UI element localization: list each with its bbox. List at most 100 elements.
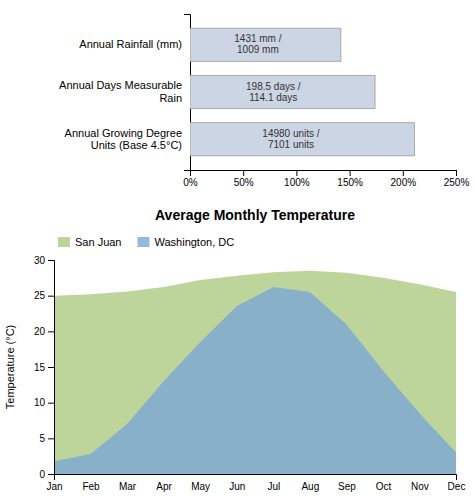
tick-label: 15	[34, 362, 46, 373]
title: Average Monthly Temperature	[155, 207, 355, 223]
tick: 20	[34, 326, 54, 337]
annotation: 14980 units /7101 units	[262, 128, 319, 150]
tick: 200%	[391, 170, 417, 188]
tick-label: Annual Days MeasurableRain	[59, 79, 182, 103]
tick: May	[191, 481, 210, 492]
tick-label: May	[191, 481, 210, 492]
tick-label: 150%	[337, 177, 363, 188]
tick-label: 50%	[234, 177, 254, 188]
x-axis: Jan Feb Mar Apr May Jun Jul Aug Sep Oct Nov Dec	[46, 475, 465, 493]
tick: Sep	[338, 481, 356, 492]
tick-label: 30	[34, 255, 46, 266]
tick-mark	[48, 403, 54, 404]
tick-label: 10	[34, 397, 46, 408]
tick-label: Jan	[46, 481, 62, 492]
tick: Annual Growing DegreeUnits (Base 4.5°C)	[65, 127, 182, 151]
tick-label: Sep	[338, 481, 356, 492]
tick-mark	[456, 170, 457, 176]
tick-label: 200%	[391, 177, 417, 188]
legend-swatch	[58, 237, 70, 247]
y-axis: 0 5 10 15 20 25 30	[34, 255, 55, 480]
y-axis: Annual Rainfall (mm) Annual Days Measurab…	[59, 15, 190, 171]
tick-label: Apr	[156, 481, 172, 492]
tick: Annual Days MeasurableRain	[59, 79, 182, 103]
tick: 250%	[444, 170, 470, 188]
tick-mark	[243, 170, 244, 176]
axis-line	[191, 171, 457, 177]
tick-label: 0%	[183, 177, 198, 188]
tick-label: Feb	[82, 481, 100, 492]
tick-mark	[48, 260, 54, 261]
annotation: 1431 mm /1009 mm	[234, 33, 281, 55]
tick-label: Oct	[376, 481, 392, 492]
bar	[190, 123, 414, 156]
area	[54, 287, 456, 474]
plot: Jan Feb Mar Apr May Jun Jul Aug Sep Oct Nov Dec 0 5 10…	[34, 255, 466, 492]
tick-label: Dec	[448, 481, 466, 492]
tick-label: Jul	[267, 481, 280, 492]
tick-label: Annual Rainfall (mm)	[79, 38, 182, 50]
x-axis: 0% 50% 100% 150% 200% 250%	[183, 170, 469, 188]
legend-swatch	[137, 237, 149, 247]
tick: Dec	[448, 481, 466, 492]
tick-label: Annual Growing DegreeUnits (Base 4.5°C)	[65, 127, 182, 151]
tick-label: Mar	[119, 481, 137, 492]
tick-mark	[296, 170, 297, 176]
tick-mark	[48, 438, 54, 439]
bars	[190, 28, 414, 156]
tick-label: 20	[34, 326, 46, 337]
tick: 0%	[183, 170, 198, 188]
bar-chart: 0% 50% 100% 150% 200% 250% Annual Rainfall (mm…	[59, 15, 469, 189]
tick: 25	[34, 290, 54, 301]
tick: Feb	[82, 481, 100, 492]
tick: 150%	[337, 170, 363, 188]
tick-label: 5	[39, 433, 45, 444]
tick-label: Jun	[229, 481, 245, 492]
tick-label: 0	[39, 469, 45, 480]
tick-mark	[48, 367, 54, 368]
tick: Annual Rainfall (mm)	[79, 38, 182, 50]
tick: Apr	[156, 481, 172, 492]
tick-label: Nov	[411, 481, 429, 492]
tick: Jun	[229, 481, 245, 492]
tick: 15	[34, 362, 54, 373]
annotation: 198.5 days /114.1 days	[246, 81, 301, 103]
axis-title: Temperature (°C)	[4, 325, 16, 409]
tick-label: 250%	[444, 177, 470, 188]
legend-label: Washington, DC	[154, 236, 234, 248]
tick-label: Aug	[301, 481, 319, 492]
tick: 100%	[284, 170, 310, 188]
tick: Nov	[411, 481, 429, 492]
legend-item: San Juan	[58, 236, 121, 248]
area-chart: Jan Feb Mar Apr May Jun Jul Aug Sep Oct Nov Dec 0 5 10…	[4, 207, 465, 492]
bar	[190, 75, 375, 108]
tick: 50%	[234, 170, 254, 188]
chart-canvas: 0% 50% 100% 150% 200% 250% Annual Rainfall (mm…	[0, 0, 474, 504]
tick-mark	[350, 170, 351, 176]
tick-mark	[48, 296, 54, 297]
tick-mark	[48, 331, 54, 332]
legend-item: Washington, DC	[137, 236, 234, 248]
tick: Oct	[376, 481, 392, 492]
axis-line	[55, 475, 457, 481]
tick: Aug	[301, 481, 319, 492]
annotations: 1431 mm /1009 mm 198.5 days /114.1 days 14…	[234, 33, 320, 150]
bar	[190, 28, 341, 61]
tick-mark	[403, 170, 404, 176]
axis-line	[184, 15, 191, 171]
legend: San Juan Washington, DC	[58, 236, 234, 248]
tick: 5	[39, 433, 54, 444]
area	[54, 271, 456, 474]
tick: 30	[34, 255, 54, 266]
tick: 10	[34, 397, 54, 408]
axis-line	[48, 261, 55, 475]
tick-mark	[48, 474, 54, 475]
tick-label: 25	[34, 290, 46, 301]
tick: 0	[39, 469, 54, 480]
areas	[54, 271, 456, 474]
tick: Jul	[267, 481, 280, 492]
tick: Mar	[119, 481, 137, 492]
tick-label: 100%	[284, 177, 310, 188]
legend-label: San Juan	[75, 236, 121, 248]
tick: Jan	[46, 481, 62, 492]
